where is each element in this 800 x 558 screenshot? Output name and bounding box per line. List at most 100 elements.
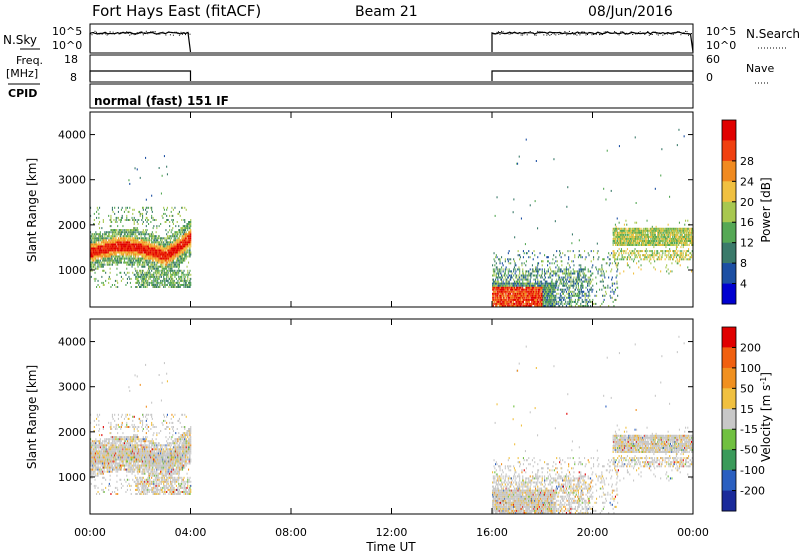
power-cell <box>110 286 111 288</box>
power-cell <box>629 266 630 268</box>
power-cell <box>156 264 157 266</box>
power-cell <box>146 258 147 260</box>
power-cell <box>571 293 572 295</box>
power-cell <box>149 270 150 272</box>
power-cell <box>99 227 100 229</box>
power-cell <box>530 256 531 258</box>
power-cell <box>555 299 556 301</box>
power-cell <box>586 299 587 301</box>
power-cell <box>174 237 175 239</box>
power-cell <box>564 254 565 256</box>
power-cell <box>167 235 168 237</box>
power-cell <box>595 277 596 279</box>
noise-dot <box>177 33 178 34</box>
power-cell <box>552 275 553 277</box>
power-cell <box>555 289 556 291</box>
power-cell <box>496 262 497 264</box>
power-cell <box>564 277 565 279</box>
power-cell <box>545 273 546 275</box>
power-cell <box>162 241 163 243</box>
power-cell <box>144 272 145 274</box>
power-cell <box>616 264 617 266</box>
noise-dot <box>637 33 638 34</box>
power-cell <box>153 266 154 268</box>
power-cell <box>519 277 520 279</box>
power-cell <box>613 242 614 244</box>
noise-dot <box>570 33 571 34</box>
power-cell <box>582 293 583 295</box>
noise-dot <box>619 34 620 35</box>
power-cell <box>183 252 184 254</box>
power-cell <box>519 270 520 272</box>
power-cell <box>567 287 568 289</box>
power-cell <box>184 207 185 209</box>
power-cell <box>132 235 133 237</box>
noise-dot <box>132 33 133 34</box>
power-cell <box>493 268 494 270</box>
power-cell <box>537 268 538 270</box>
noise-dot <box>143 34 144 35</box>
power-cell <box>498 273 499 275</box>
power-cell <box>537 266 538 268</box>
power-cell <box>110 217 111 219</box>
power-cell <box>596 283 597 285</box>
power-cell <box>182 262 183 264</box>
power-cell <box>155 237 156 239</box>
power-cell <box>190 221 191 223</box>
noise-tick-left-top: 10^5 <box>52 25 82 38</box>
power-cell <box>585 277 586 279</box>
noise-dot <box>114 34 115 35</box>
power-cell <box>593 256 594 258</box>
power-cell <box>138 266 139 268</box>
power-cell <box>151 233 152 235</box>
power-cell <box>509 283 510 285</box>
power-cell <box>117 225 118 227</box>
power-cell <box>160 239 161 241</box>
cpid-label: CPID <box>8 87 37 100</box>
noise-dot <box>187 32 188 33</box>
power-cell <box>125 274 126 276</box>
power-cell <box>100 231 101 233</box>
power-cell <box>558 287 559 289</box>
power-cell <box>523 273 524 275</box>
power-cell <box>132 217 133 219</box>
power-cell <box>184 286 185 288</box>
power-cell <box>519 279 520 281</box>
noise-dot <box>181 32 182 33</box>
power-cell <box>187 272 188 274</box>
power-cell <box>551 301 552 303</box>
power-cell <box>153 264 154 266</box>
power-cell <box>506 281 507 283</box>
power-cell <box>179 264 180 266</box>
power-cell <box>94 239 95 241</box>
noise-dot <box>161 32 162 33</box>
power-cell <box>573 250 574 252</box>
power-cell <box>610 297 611 299</box>
power-cell <box>97 207 98 209</box>
power-cell <box>543 260 544 262</box>
power-cell <box>552 258 553 260</box>
power-cell <box>635 248 636 250</box>
power-cell <box>138 280 139 282</box>
power-cell <box>537 289 538 291</box>
power-cell <box>569 295 570 297</box>
power-cell <box>537 299 538 301</box>
power-cell <box>93 235 94 237</box>
power-cell <box>576 285 577 287</box>
power-cell <box>544 279 545 281</box>
power-cell <box>519 273 520 275</box>
power-cell <box>122 207 123 209</box>
power-cell <box>615 254 616 256</box>
power-cell <box>497 270 498 272</box>
cpid-value: normal (fast) 151 IF <box>94 94 229 108</box>
freq-strip: Freq. [MHz] 18 8 60 0 Nave <box>6 53 774 84</box>
power-cell <box>153 233 154 235</box>
power-cell <box>165 221 166 223</box>
noise-dot <box>164 33 165 34</box>
power-cell <box>152 243 153 245</box>
power-cell <box>168 286 169 288</box>
power-cell <box>558 266 559 268</box>
power-cell <box>135 256 136 258</box>
power-cell <box>548 270 549 272</box>
power-cell <box>599 289 600 291</box>
